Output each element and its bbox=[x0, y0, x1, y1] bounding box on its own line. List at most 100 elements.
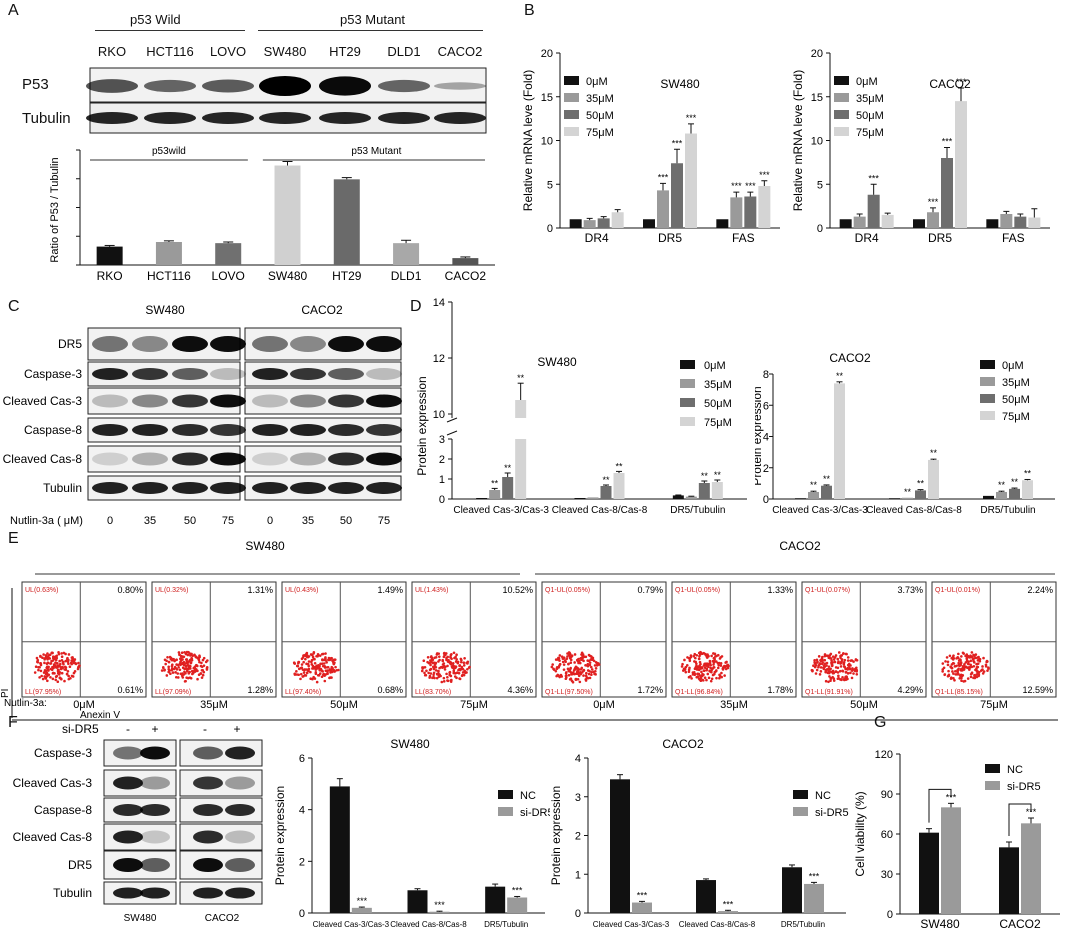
flow-event bbox=[588, 663, 592, 667]
flow-event bbox=[56, 680, 60, 684]
p53-band bbox=[144, 79, 196, 93]
sirna-sign: - bbox=[126, 722, 130, 736]
flow-event bbox=[966, 666, 969, 670]
flow-event bbox=[462, 661, 466, 664]
flow-event bbox=[184, 662, 187, 665]
flow-event bbox=[948, 654, 952, 658]
flow-event bbox=[200, 665, 204, 669]
flow-event bbox=[323, 679, 327, 683]
blot-band bbox=[290, 424, 326, 436]
flow-event bbox=[824, 670, 827, 674]
x-tick-label: Cleaved Cas-3/Cas-3 bbox=[772, 505, 868, 516]
flow-event bbox=[832, 658, 836, 661]
flow-event bbox=[206, 659, 209, 662]
flow-event bbox=[443, 651, 446, 655]
y-tick-label: 2 bbox=[439, 454, 445, 466]
flow-event bbox=[51, 651, 54, 655]
flow-event bbox=[842, 662, 846, 666]
flow-event bbox=[46, 679, 49, 683]
y-tick-label: 4 bbox=[299, 805, 305, 817]
legend-label: NC bbox=[1007, 764, 1023, 776]
legend-swatch bbox=[498, 807, 513, 816]
blot-band bbox=[113, 858, 143, 872]
x-tick-label: DR5/Tubulin bbox=[781, 920, 825, 929]
quadrant-value: 3.73% bbox=[897, 585, 923, 595]
bar bbox=[489, 490, 501, 499]
flow-event bbox=[566, 655, 569, 658]
flow-event bbox=[55, 654, 59, 658]
blot-band bbox=[210, 452, 246, 466]
bar bbox=[333, 179, 360, 265]
flow-event bbox=[300, 666, 304, 669]
flow-event bbox=[551, 663, 555, 666]
blot-frame bbox=[87, 445, 241, 473]
quadrant-label: Q1-UL(0.01%) bbox=[935, 587, 980, 594]
flow-event bbox=[172, 657, 175, 661]
flow-event bbox=[592, 670, 595, 674]
dose-label: 75μM bbox=[980, 699, 1008, 711]
flow-event bbox=[978, 659, 982, 663]
significance-mark: *** bbox=[956, 77, 967, 87]
flow-event bbox=[426, 656, 430, 659]
flow-event bbox=[839, 654, 843, 657]
flow-event bbox=[848, 667, 852, 671]
flow-event bbox=[837, 676, 840, 680]
flow-event bbox=[429, 672, 433, 675]
flow-event bbox=[436, 673, 439, 676]
flow-event bbox=[593, 664, 597, 667]
flow-event bbox=[299, 677, 302, 681]
flow-event bbox=[958, 664, 961, 668]
legend-swatch bbox=[680, 379, 695, 388]
sirna-sign: + bbox=[151, 722, 158, 736]
y-tick-label: 2 bbox=[763, 463, 769, 475]
flow-event bbox=[588, 669, 591, 673]
flow-event bbox=[712, 663, 715, 666]
flow-event bbox=[33, 671, 37, 674]
flow-event bbox=[47, 665, 50, 669]
flow-event bbox=[947, 669, 950, 673]
legend-label: 0μM bbox=[586, 76, 608, 88]
flow-event bbox=[456, 661, 460, 665]
flow-event bbox=[947, 673, 951, 677]
flow-event bbox=[568, 651, 571, 655]
flow-event bbox=[693, 652, 697, 656]
dose-label: 50 bbox=[184, 515, 196, 527]
blot-band bbox=[172, 394, 208, 408]
flow-event bbox=[452, 651, 456, 655]
bar bbox=[407, 890, 428, 913]
bar bbox=[613, 473, 625, 499]
y-tick-label: 0 bbox=[817, 223, 823, 235]
flow-event bbox=[987, 667, 990, 670]
dose-label: 50μM bbox=[330, 699, 358, 711]
flow-event bbox=[440, 680, 444, 684]
flow-event bbox=[200, 669, 204, 672]
flow-event bbox=[725, 660, 728, 664]
flow-event bbox=[712, 652, 715, 655]
blot-footer: CACO2 bbox=[205, 913, 240, 924]
flow-event bbox=[959, 661, 963, 664]
panel-letter-c: C bbox=[8, 298, 20, 315]
flow-event bbox=[449, 662, 453, 666]
flow-event bbox=[715, 654, 718, 658]
flow-event bbox=[582, 674, 585, 677]
flow-event bbox=[202, 670, 206, 674]
blot-row-label: Tubulin bbox=[22, 110, 71, 127]
flow-event bbox=[982, 656, 985, 660]
flow-event bbox=[447, 658, 450, 662]
cell-line-label: LOVO bbox=[209, 44, 247, 59]
blot-band bbox=[366, 424, 402, 436]
legend-swatch bbox=[680, 360, 695, 369]
flow-event bbox=[61, 660, 65, 664]
quadrant-value: 1.72% bbox=[637, 685, 663, 695]
significance-mark: ** bbox=[1011, 477, 1019, 487]
flow-event bbox=[833, 656, 837, 659]
flow-event bbox=[558, 675, 561, 679]
blot-band bbox=[210, 424, 246, 436]
flow-event bbox=[44, 676, 48, 680]
bar bbox=[96, 246, 123, 265]
blot-band bbox=[140, 776, 170, 790]
flow-event bbox=[438, 658, 441, 662]
significance-mark: ** bbox=[917, 479, 925, 489]
flow-event bbox=[844, 675, 847, 679]
chart-f-sw480: 0 2 4 6 Protein expression SW480 *** Cleaved Ca… bbox=[273, 737, 550, 929]
